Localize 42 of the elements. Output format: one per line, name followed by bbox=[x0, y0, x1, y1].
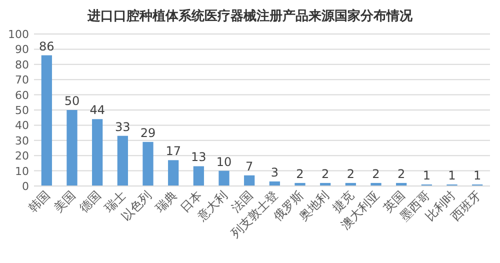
data-label: 1 bbox=[474, 168, 482, 182]
data-label: 1 bbox=[422, 168, 430, 182]
y-tick-label: 30 bbox=[15, 134, 29, 148]
data-label: 17 bbox=[166, 144, 181, 158]
x-tick-label: 德国 bbox=[76, 188, 104, 216]
x-tick-label: 美国 bbox=[51, 188, 78, 216]
x-tick-label: 瑞典 bbox=[152, 188, 180, 216]
data-label: 3 bbox=[270, 165, 278, 180]
data-label: 2 bbox=[322, 166, 330, 181]
y-tick-label: 70 bbox=[15, 74, 29, 87]
y-tick-label: 60 bbox=[15, 88, 29, 102]
data-label: 10 bbox=[216, 154, 232, 169]
bar bbox=[41, 55, 52, 186]
bar bbox=[193, 166, 204, 186]
data-label: 1 bbox=[448, 168, 456, 182]
data-label: 2 bbox=[296, 166, 304, 181]
bar bbox=[244, 175, 255, 186]
data-label: 29 bbox=[140, 126, 156, 140]
data-label: 50 bbox=[64, 94, 80, 108]
bar bbox=[66, 110, 78, 186]
data-label: 7 bbox=[246, 159, 254, 174]
y-tick-label: 80 bbox=[15, 58, 29, 72]
y-tick-label: 40 bbox=[15, 119, 29, 132]
bar bbox=[117, 136, 128, 186]
data-label: 86 bbox=[39, 39, 54, 54]
y-tick-label: 10 bbox=[15, 164, 29, 178]
data-label: 44 bbox=[90, 103, 105, 118]
bar bbox=[142, 142, 154, 186]
bar bbox=[218, 170, 230, 186]
y-tick-label: 0 bbox=[22, 180, 29, 193]
data-label: 2 bbox=[372, 166, 380, 181]
bar bbox=[92, 119, 103, 186]
y-tick-label: 100 bbox=[8, 28, 29, 41]
y-tick-label: 20 bbox=[15, 150, 29, 163]
data-label: 13 bbox=[191, 150, 206, 164]
bar bbox=[168, 160, 179, 186]
data-label: 2 bbox=[398, 166, 406, 181]
y-tick-label: 50 bbox=[15, 104, 29, 117]
y-tick-label: 90 bbox=[15, 43, 29, 56]
chart-title: 进口口腔种植体系统医疗器械注册产品来源国家分布情况 bbox=[86, 8, 414, 24]
data-label: 2 bbox=[346, 166, 354, 181]
data-label: 33 bbox=[115, 120, 130, 134]
